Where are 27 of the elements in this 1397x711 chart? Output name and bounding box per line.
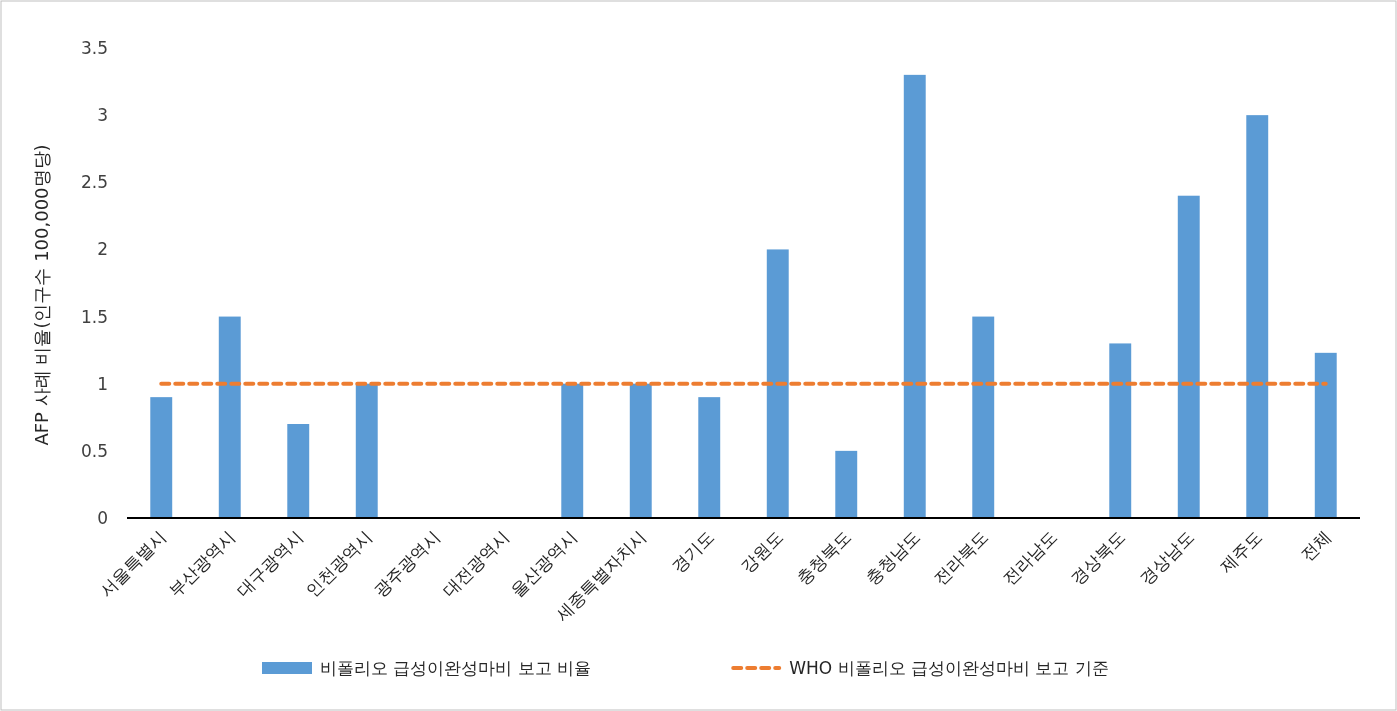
bar [218, 316, 241, 518]
legend-label: 비폴리오 급성이완성마비 보고 비율 [320, 658, 592, 678]
x-tick-label: 전체 [1296, 526, 1335, 565]
bar [766, 249, 789, 518]
bar [1246, 115, 1269, 518]
bar [150, 397, 173, 518]
bar [835, 450, 858, 518]
bar [355, 383, 378, 518]
y-axis-title: AFP 사례 비율(인구수 100,000명당) [31, 144, 52, 446]
y-tick-label: 2 [97, 239, 108, 260]
bar [287, 424, 310, 518]
y-tick-label: 3 [97, 105, 108, 126]
bar [1177, 195, 1200, 518]
legend-label: WHO 비폴리오 급성이완성마비 보고 기준 [789, 658, 1109, 678]
y-tick-label: 1 [97, 373, 108, 394]
bar [1109, 343, 1132, 518]
y-tick-label: 0 [97, 508, 108, 528]
bar [1314, 352, 1337, 518]
bar [629, 383, 652, 518]
bar [698, 397, 721, 518]
y-tick-label: 1.5 [80, 306, 108, 327]
y-tick-label: 3.5 [80, 38, 108, 58]
y-tick-label: 2.5 [80, 172, 108, 193]
bar [903, 74, 926, 518]
bar [972, 316, 995, 518]
y-tick-label: 0.5 [80, 440, 108, 461]
bar [561, 383, 584, 518]
